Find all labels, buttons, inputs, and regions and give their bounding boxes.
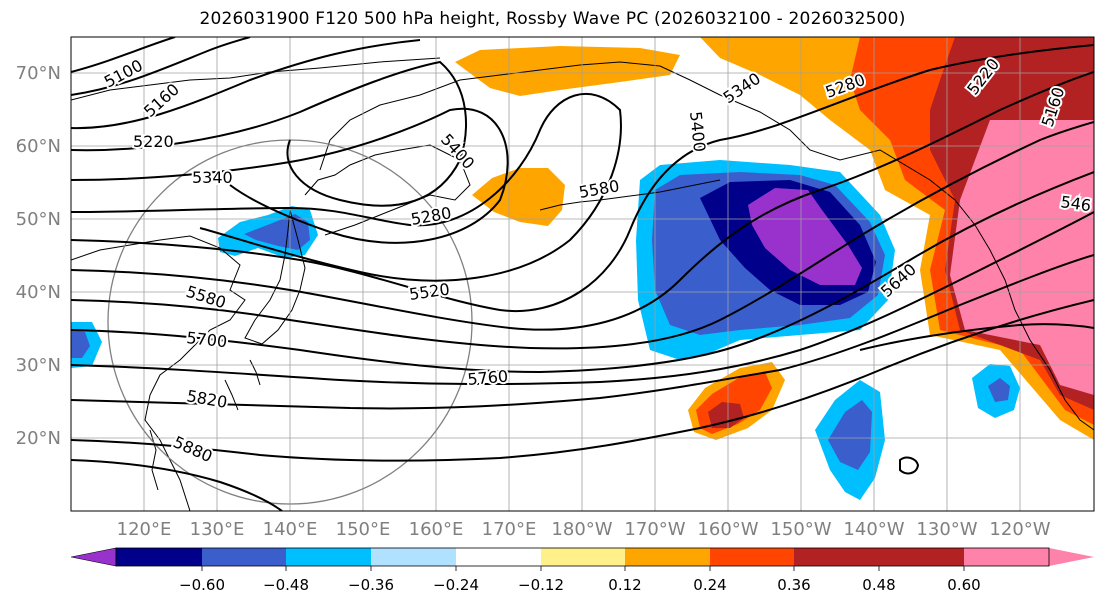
positive-anomaly-north	[455, 46, 680, 96]
colorbar-tick-label: −0.48	[263, 576, 309, 594]
negative-anomaly-west-edge-blue	[71, 330, 90, 358]
lat-label-70n: 70°N	[16, 63, 61, 84]
colorbar-segment	[710, 548, 794, 566]
contour-label: 5760	[467, 367, 509, 389]
height-contours	[71, 37, 1094, 511]
colorbar-tick-label: 0.36	[777, 576, 810, 594]
lat-label-60n: 60°N	[16, 136, 61, 157]
lon-label: 160°E	[409, 519, 464, 540]
colorbar-tick-label: −0.36	[348, 576, 394, 594]
coastlines	[71, 57, 1094, 511]
lat-label-30n: 30°N	[16, 355, 61, 376]
colorbar-segment	[541, 548, 625, 566]
positive-anomaly-central	[472, 168, 565, 226]
contour-label: 5220	[133, 132, 174, 151]
latitude-labels: 70°N 60°N 50°N 40°N 30°N 20°N	[16, 63, 61, 449]
colorbar-tick-label: −0.60	[179, 576, 225, 594]
colorbar-segment	[116, 548, 202, 566]
lon-label: 160°W	[697, 519, 758, 540]
lon-label: 120°E	[117, 519, 172, 540]
colorbar-segment	[456, 548, 541, 566]
lon-label: 150°E	[336, 519, 391, 540]
colorbar-segment	[202, 548, 286, 566]
colorbar-tick-label: −0.12	[518, 576, 564, 594]
map-frame	[70, 36, 1095, 512]
lon-label: 170°E	[482, 519, 537, 540]
lat-label-50n: 50°N	[16, 209, 61, 230]
lon-label: 170°W	[624, 519, 685, 540]
colorbar-max-tail	[964, 548, 1094, 566]
lon-label: 150°W	[770, 519, 831, 540]
negative-anomaly-subtropical-blue	[828, 400, 872, 470]
contour-label: 546	[1059, 192, 1092, 215]
lon-label: 140°E	[263, 519, 318, 540]
colorbar-tick-label: 0.24	[693, 576, 726, 594]
lat-label-40n: 40°N	[16, 282, 61, 303]
map-title: 2026031900 F120 500 hPa height, Rossby W…	[199, 9, 906, 29]
colorbar-segment	[286, 548, 371, 566]
positive-anomaly-ne-pink	[950, 120, 1094, 395]
colorbar-tick-label: 0.60	[947, 576, 980, 594]
negative-anomaly-east-blue	[988, 378, 1010, 402]
lon-label: 180°W	[551, 519, 612, 540]
colorbar-outline	[115, 547, 1050, 567]
lon-label: 140°W	[843, 519, 904, 540]
colorbar-segment	[625, 548, 710, 566]
lon-label: 120°W	[989, 519, 1050, 540]
colorbar-tick-labels: −0.60 −0.48 −0.36 −0.24 −0.12 0.12 0.24 …	[179, 576, 981, 594]
colorbar-segment	[794, 548, 879, 566]
colorbar-tick-label: −0.24	[433, 576, 479, 594]
colorbar-tick-label: 0.12	[608, 576, 641, 594]
lon-label: 130°E	[190, 519, 245, 540]
lon-label: 130°W	[916, 519, 977, 540]
contour-label: 5340	[192, 168, 233, 187]
negative-anomaly-purple	[748, 188, 862, 285]
colorbar-max-extension	[879, 548, 964, 566]
colorbar-min-extension	[70, 547, 117, 567]
colorbar-segment	[371, 548, 456, 566]
colorbar-tick-marks	[201, 566, 965, 571]
lat-label-20n: 20°N	[16, 428, 61, 449]
positive-anomaly-subtropical-darkred	[708, 402, 744, 428]
longitude-labels: 120°E 130°E 140°E 150°E 160°E 170°E 180°…	[117, 519, 1051, 540]
colorbar-tick-label: 0.48	[862, 576, 895, 594]
colorbar: −0.60 −0.48 −0.36 −0.24 −0.12 0.12 0.24 …	[70, 547, 1094, 594]
